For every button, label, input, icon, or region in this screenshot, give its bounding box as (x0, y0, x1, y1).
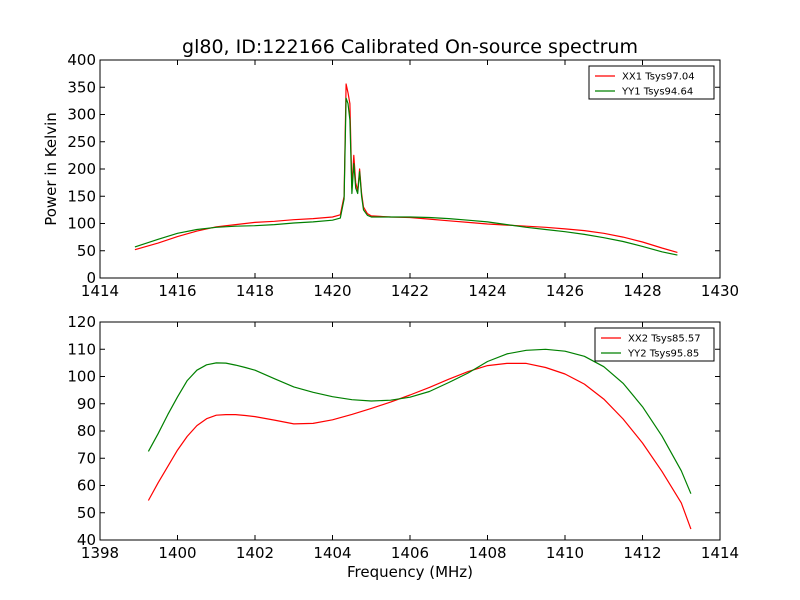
y-tick-label: 60 (77, 477, 96, 495)
legend-entry: XX1 Tsys97.04 (622, 72, 695, 83)
x-tick-label: 1412 (623, 544, 661, 562)
y-tick-label: 50 (77, 242, 96, 260)
top-spectrum-panel: 1414 1416 1418 1420 1422 1424 1426 1428 1430 0 50 1… (42, 51, 739, 300)
y-tick-label: 120 (67, 313, 96, 331)
legend-entry: XX2 Tsys85.57 (628, 334, 701, 345)
y-tick-label: 150 (67, 187, 96, 205)
x-tick-label: 1402 (236, 544, 274, 562)
y-tick-label: 100 (67, 215, 96, 233)
x-axis-label: Frequency (MHz) (347, 563, 473, 581)
legend: XX2 Tsys85.57 YY2 Tsys95.85 (594, 327, 715, 362)
x-tick-label: 1416 (158, 282, 196, 300)
series-line-2 (134, 97, 678, 256)
y-tick-label: 200 (67, 160, 96, 178)
y-tick-label: 0 (86, 269, 96, 287)
x-tick-label: 1428 (623, 282, 661, 300)
series-line-1 (134, 83, 678, 253)
y-axis-label: Power in Kelvin (42, 112, 60, 226)
legend-box (594, 327, 715, 362)
y-tick-label: 70 (77, 449, 96, 467)
x-tick-label: 1406 (391, 544, 429, 562)
x-tick-label: 1404 (313, 544, 351, 562)
y-tick-label: 350 (67, 78, 96, 96)
y-tick-label: 100 (67, 368, 96, 386)
x-tick-label: 1424 (468, 282, 506, 300)
y-tick-label: 300 (67, 106, 96, 124)
x-tick-label: 1398 (81, 544, 119, 562)
y-tick-label: 40 (77, 531, 96, 549)
y-tick-label: 250 (67, 133, 96, 151)
y-tick-label: 80 (77, 422, 96, 440)
series-line-2 (147, 348, 692, 494)
x-tick-label: 1422 (391, 282, 429, 300)
x-tick-label: 1400 (158, 544, 196, 562)
x-tick-label: 1414 (701, 544, 739, 562)
x-tick-label: 1414 (81, 282, 119, 300)
figure-title: gl80, ID:122166 Calibrated On-source spe… (182, 36, 638, 58)
y-tick-label: 400 (67, 51, 96, 69)
legend-box (588, 65, 715, 100)
y-tick-label: 110 (67, 340, 96, 358)
x-tick-label: 1430 (701, 282, 739, 300)
x-tick-label: 1420 (313, 282, 351, 300)
x-tick-label: 1426 (546, 282, 584, 300)
series-line-1 (147, 362, 692, 530)
legend-entry: YY2 Tsys95.85 (627, 349, 699, 360)
bottom-spectrum-panel: 1398 1400 1402 1404 1406 1408 1410 1412 1414 40 50… (67, 313, 739, 562)
legend: XX1 Tsys97.04 YY1 Tsys94.64 (588, 65, 715, 100)
legend-entry: YY1 Tsys94.64 (621, 87, 693, 98)
y-tick-label: 50 (77, 504, 96, 522)
x-tick-label: 1418 (236, 282, 274, 300)
x-tick-label: 1408 (468, 544, 506, 562)
y-tick-label: 90 (77, 395, 96, 413)
x-tick-label: 1410 (546, 544, 584, 562)
